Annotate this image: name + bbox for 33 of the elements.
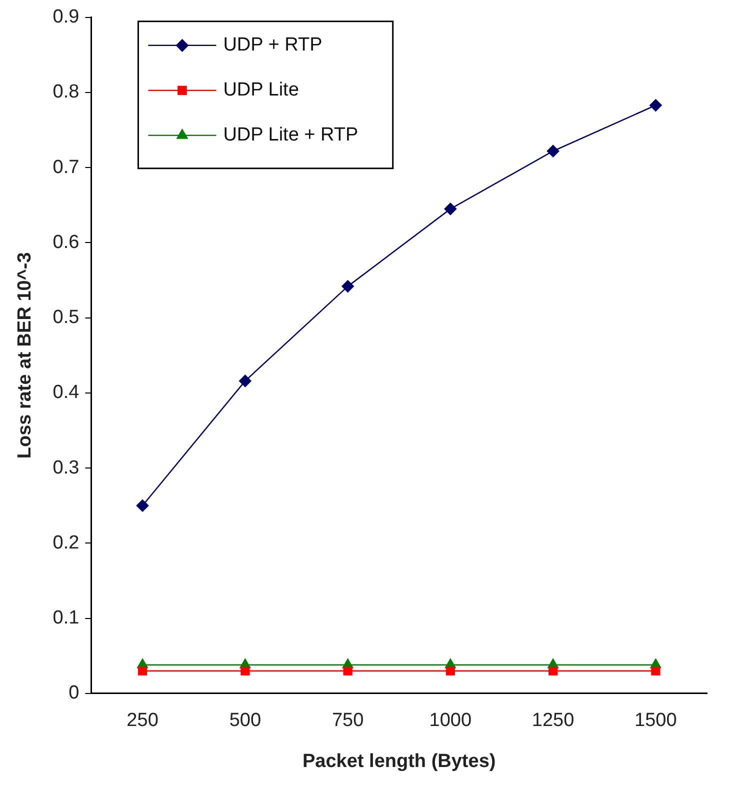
x-tick-label: 500 <box>229 710 262 732</box>
point <box>650 99 662 112</box>
y-tick-label: 0.7 <box>52 156 80 178</box>
x-tick-label: 750 <box>332 710 364 732</box>
x-tick-label: 1250 <box>532 710 574 732</box>
point <box>446 666 455 676</box>
point <box>240 666 250 676</box>
point <box>546 144 560 158</box>
legend-label: UDP Lite <box>223 80 299 101</box>
point <box>651 666 660 676</box>
point <box>444 202 457 216</box>
point <box>548 666 558 676</box>
y-tick-label: 0.8 <box>52 82 80 103</box>
x-tick-label: 1500 <box>634 710 677 732</box>
point <box>343 666 352 676</box>
y-tick-label: 0.3 <box>52 457 80 478</box>
y-tick-label: 0.2 <box>52 532 80 554</box>
point <box>138 666 148 676</box>
y-tick-label: 0.9 <box>52 6 80 28</box>
x-tick-label: 250 <box>126 710 158 732</box>
y-tick-label: 0.6 <box>52 232 80 253</box>
y-tick-label: 0.5 <box>52 307 80 328</box>
point <box>342 280 354 292</box>
point <box>136 499 149 512</box>
x-tick-label: 1000 <box>429 710 472 732</box>
legend-label: UDP + RTP <box>223 34 322 56</box>
x-axis-title: Packet length (Bytes) <box>302 750 496 772</box>
y-tick-label: 0.4 <box>52 382 80 404</box>
y-tick-label: 0.1 <box>52 608 80 629</box>
y-axis-title: Loss rate at BER 10^-3 <box>14 252 36 459</box>
point <box>239 374 252 388</box>
legend-label: UDP Lite + RTP <box>223 124 358 146</box>
y-tick-label: 0 <box>68 682 80 704</box>
